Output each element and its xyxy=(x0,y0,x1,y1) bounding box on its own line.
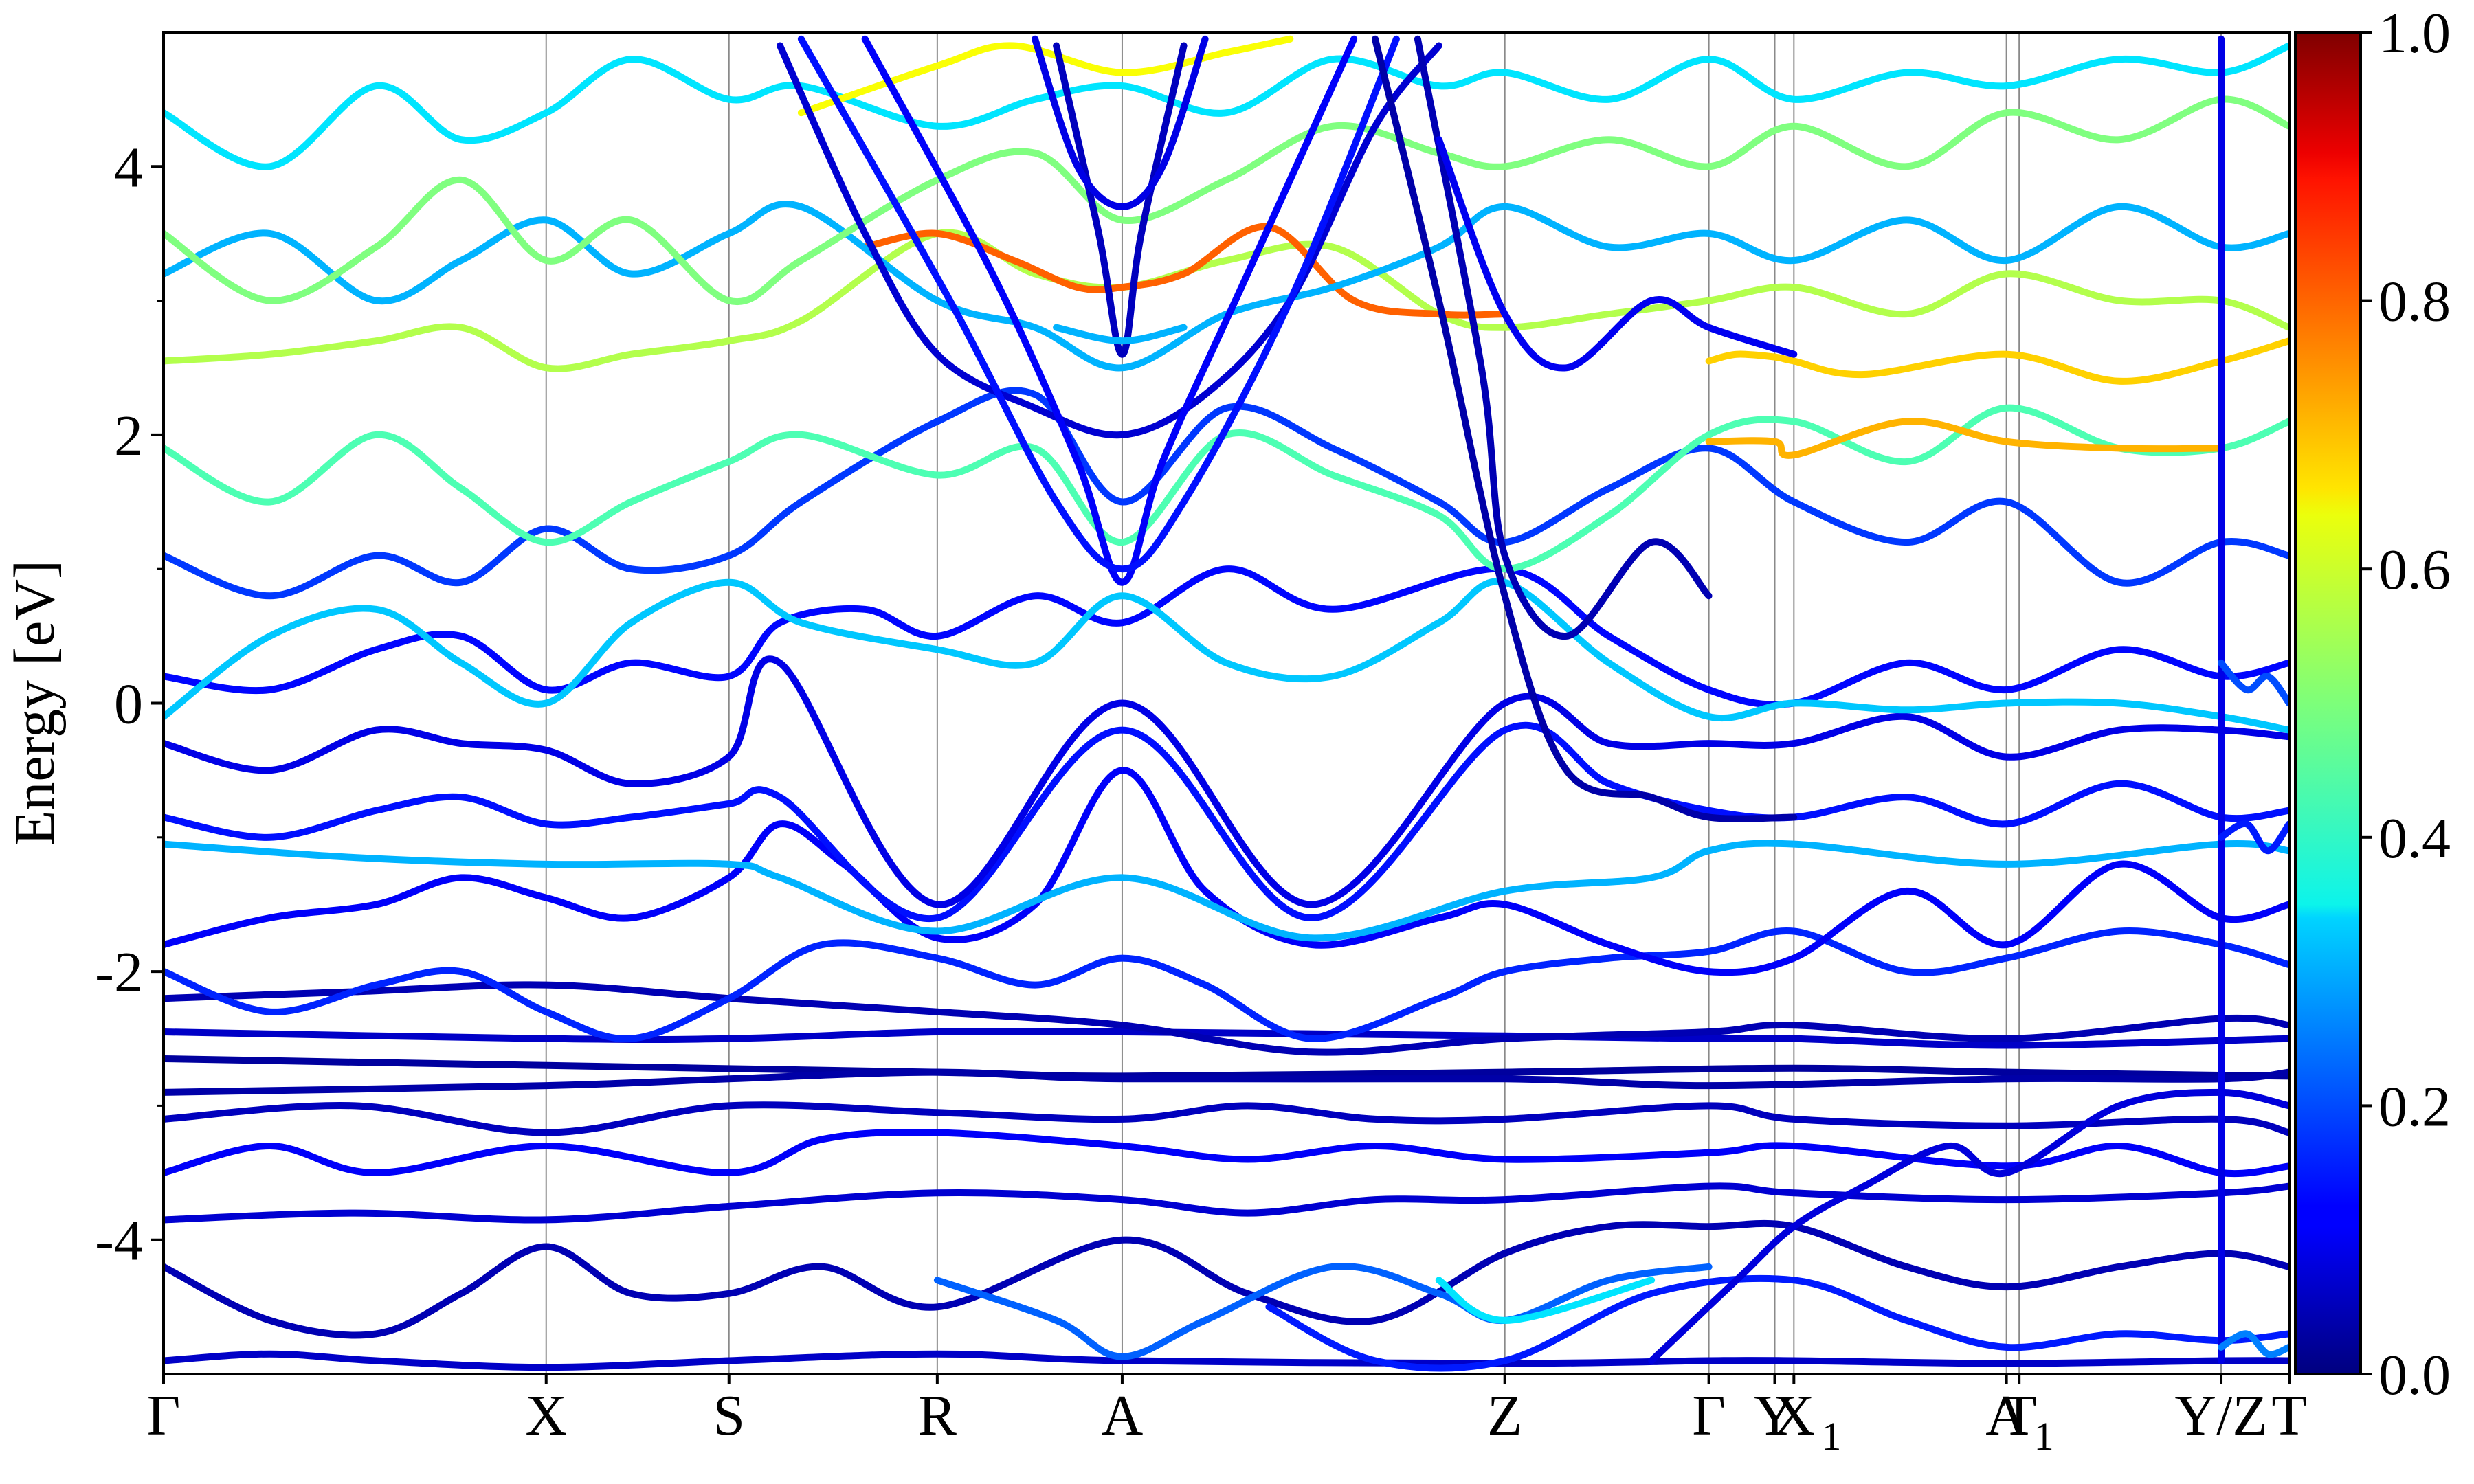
band-line-16 xyxy=(164,578,2289,734)
colorbar-tick-label: 0.0 xyxy=(2378,1343,2451,1407)
y-tick-label: -2 xyxy=(95,941,143,1004)
band-line-1 xyxy=(164,1219,2289,1339)
y-tick-label: -4 xyxy=(95,1209,143,1273)
band-line-5 xyxy=(164,1101,2289,1136)
band-line-0 xyxy=(164,1350,2289,1371)
band-line-33 xyxy=(1372,35,1798,822)
band-lines xyxy=(164,35,2289,1372)
colorbar: 0.0 0.2 0.4 0.6 0.8 1.0 xyxy=(2294,1,2451,1407)
colorbar-tick-label: 0.8 xyxy=(2378,270,2451,334)
k-point-label: Z xyxy=(1487,1384,1522,1448)
band-line-7 xyxy=(164,1068,2289,1096)
colorbar-tick-label: 1.0 xyxy=(2378,1,2451,65)
band-line-24 xyxy=(164,95,2289,306)
colorbar-ticks: 0.0 0.2 0.4 0.6 0.8 1.0 xyxy=(2361,1,2451,1407)
band-line-38 xyxy=(1648,1088,2289,1364)
band-line-42 xyxy=(2218,1330,2289,1358)
band-line-12 xyxy=(164,840,2289,942)
band-line-29 xyxy=(1032,35,1209,210)
band-line-37 xyxy=(1435,1277,1656,1324)
colorbar-tick-label: 0.6 xyxy=(2378,538,2451,602)
y-tick-label: 0 xyxy=(114,673,143,737)
band-line-19 xyxy=(1705,337,2289,385)
band-line-18 xyxy=(164,404,2289,573)
band-line-35 xyxy=(1435,136,1798,372)
k-point-label: X xyxy=(1773,1384,1815,1448)
k-point-label: A xyxy=(1102,1384,1144,1448)
k-point-label: R xyxy=(918,1384,957,1448)
y-axis-ticks: -4 -2 0 2 4 xyxy=(95,135,164,1273)
band-line-9 xyxy=(164,981,2289,1056)
y-tick-label: 2 xyxy=(114,404,143,468)
band-line-2 xyxy=(933,1262,1713,1360)
band-line-13 xyxy=(164,721,2289,923)
k-point-label: Y/Z xyxy=(2174,1384,2267,1448)
band-line-11 xyxy=(164,767,2289,976)
colorbar-gradient xyxy=(2294,31,2362,1375)
k-point-label: X xyxy=(525,1384,567,1448)
k-point-subscript: 1 xyxy=(2034,1414,2054,1459)
band-line-10 xyxy=(164,927,2289,1043)
colorbar-tick-label: 0.4 xyxy=(2378,807,2451,870)
band-line-27 xyxy=(777,42,1442,439)
band-line-4 xyxy=(164,1128,2289,1178)
k-point-label: A xyxy=(1985,1384,2027,1448)
k-point-label: S xyxy=(713,1384,745,1448)
band-line-26 xyxy=(797,35,1294,117)
x-axis-ticks: Γ X S R A Z Γ YX 1 A 1T Y/Z T xyxy=(147,1374,2307,1459)
band-line-20 xyxy=(1705,418,2225,459)
band-line-25 xyxy=(164,42,2289,170)
band-line-30 xyxy=(861,35,1358,586)
band-line-28 xyxy=(1053,42,1188,358)
band-line-40 xyxy=(2218,659,2289,707)
band-line-41 xyxy=(2218,820,2289,855)
band-line-14 xyxy=(164,655,2289,908)
band-line-21 xyxy=(164,229,2289,372)
band-line-17 xyxy=(164,387,2289,600)
k-point-label: Y xyxy=(1754,1384,1796,1448)
band-line-36 xyxy=(1265,1274,2289,1372)
k-point-subscript: 1 xyxy=(1821,1414,1841,1459)
band-line-34 xyxy=(1414,35,1713,640)
k-point-label: T xyxy=(2271,1384,2306,1448)
k-point-label: Γ xyxy=(147,1384,181,1448)
band-line-32 xyxy=(1053,324,1188,345)
band-line-3 xyxy=(164,1182,2289,1224)
y-axis-label: Energy [eV] xyxy=(3,560,67,846)
k-point-label: T xyxy=(2002,1384,2037,1448)
band-line-6 xyxy=(164,1055,2289,1080)
colorbar-tick-label: 0.2 xyxy=(2378,1075,2451,1138)
k-point-label: Γ xyxy=(1692,1384,1726,1448)
band-line-31 xyxy=(797,35,1400,573)
y-tick-label: 4 xyxy=(114,135,143,199)
